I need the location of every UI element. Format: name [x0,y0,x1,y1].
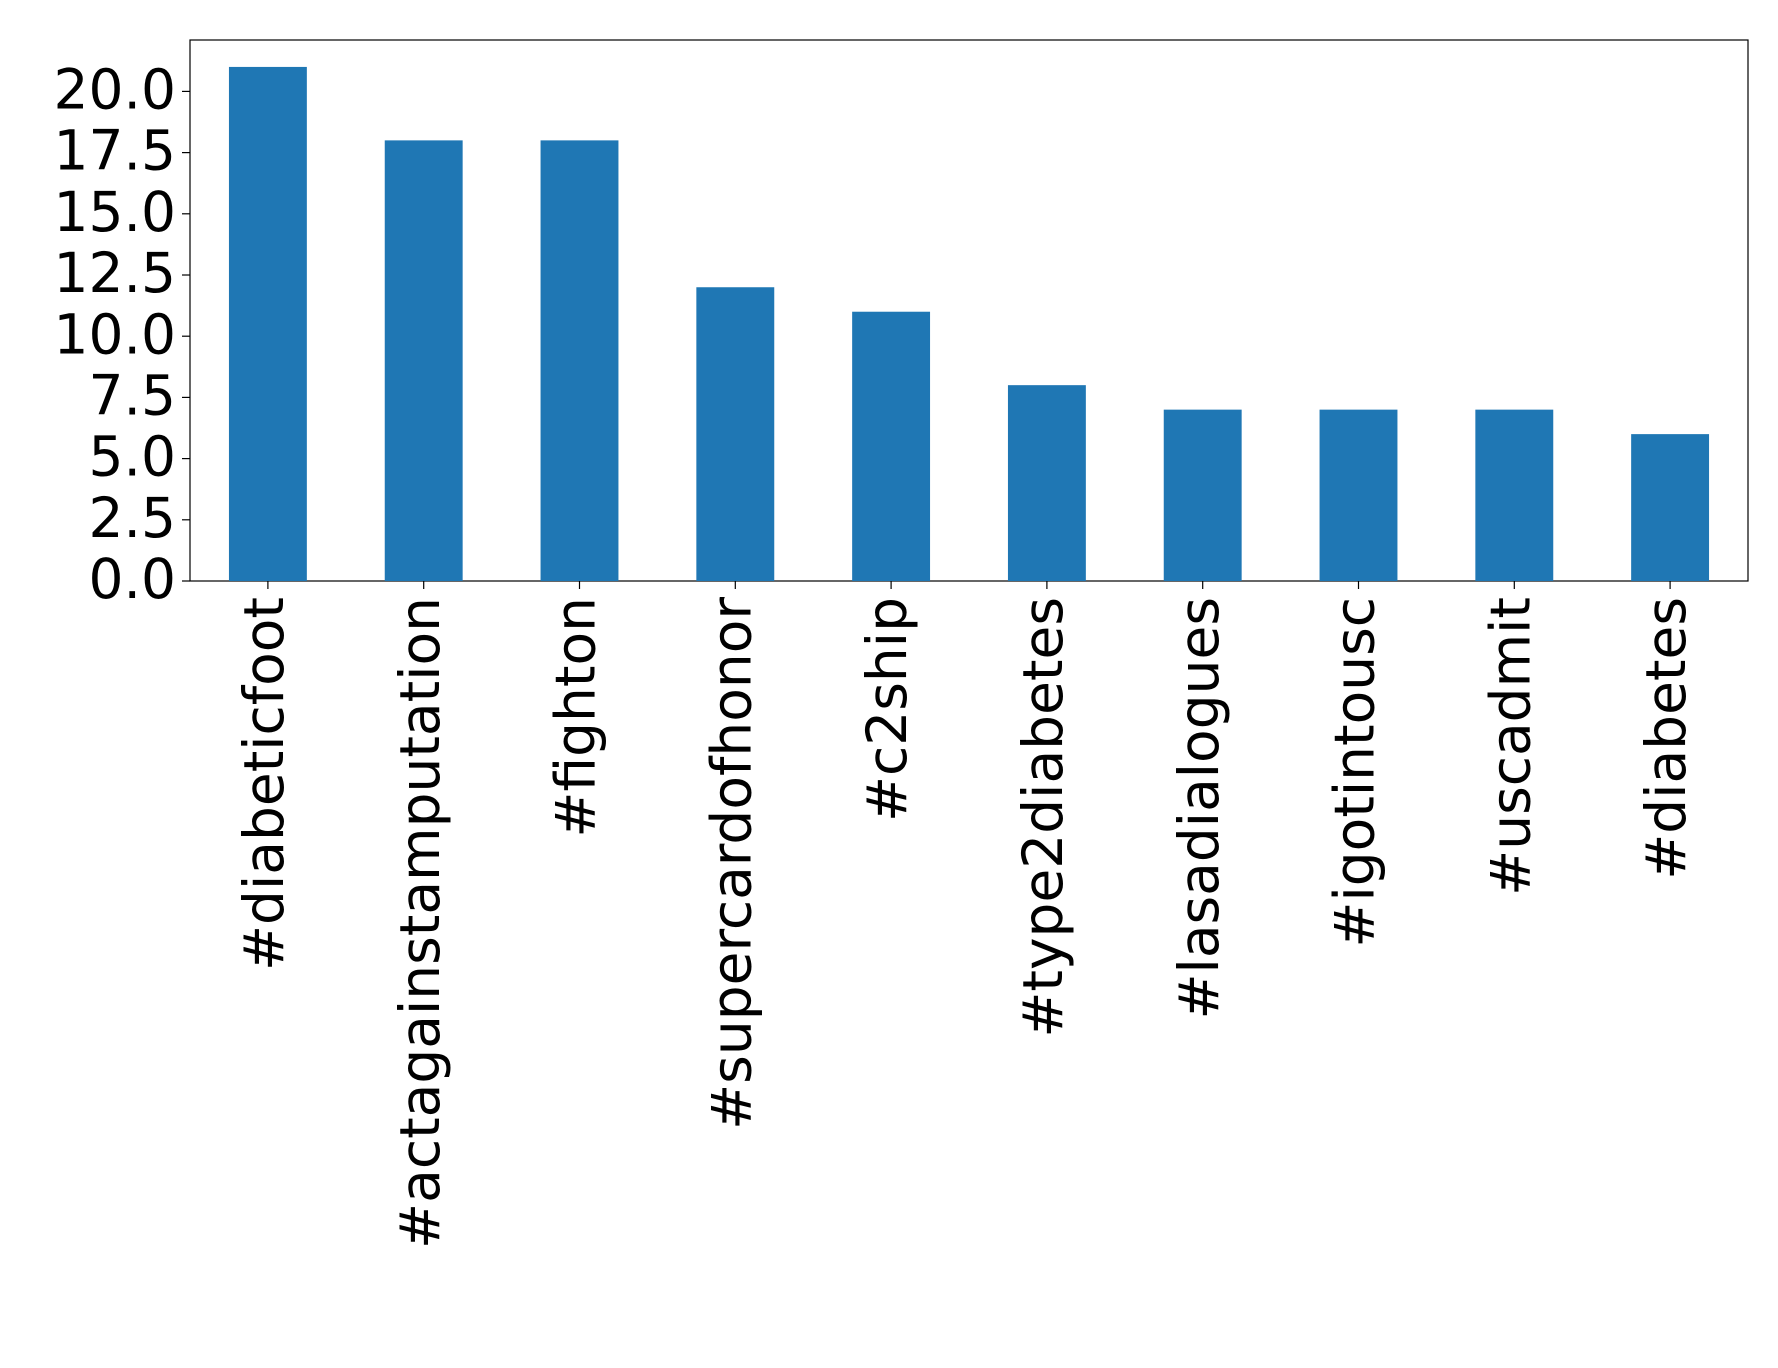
x-tick-label: #diabetes [1634,597,1698,880]
x-tick-label: #diabeticfoot [232,597,296,971]
x-tick-label: #fighton [544,597,608,838]
bar [1163,409,1242,581]
bar [228,66,307,581]
y-tick-label: 17.5 [54,119,176,183]
x-tick-label: #supercardofhonor [699,597,763,1130]
y-tick-label: 10.0 [54,302,176,366]
bar [1319,409,1398,581]
x-tick-label: #uscadmit [1478,597,1542,896]
bar [384,140,463,581]
y-tick-label: 0.0 [89,547,176,611]
bar [852,311,931,581]
x-tick-label: #c2ship [855,597,919,822]
x-tick-label: #type2diabetes [1011,597,1075,1038]
bar [1475,409,1554,581]
plot-frame [189,39,1749,582]
y-tick-label: 12.5 [54,241,176,305]
y-tick-label: 15.0 [54,180,176,244]
bar [1007,385,1086,581]
bar [1631,434,1710,581]
x-tick-label: #actagainstamputation [388,597,452,1249]
y-tick-label: 5.0 [89,425,176,489]
y-tick-label: 7.5 [89,364,176,428]
y-tick-label: 20.0 [54,58,176,122]
x-tick-label: #igotintousc [1323,597,1387,948]
bar [696,287,775,581]
bar [540,140,619,581]
x-tick-label: #lasadialogues [1167,597,1231,1020]
y-tick-label: 2.5 [89,486,176,550]
